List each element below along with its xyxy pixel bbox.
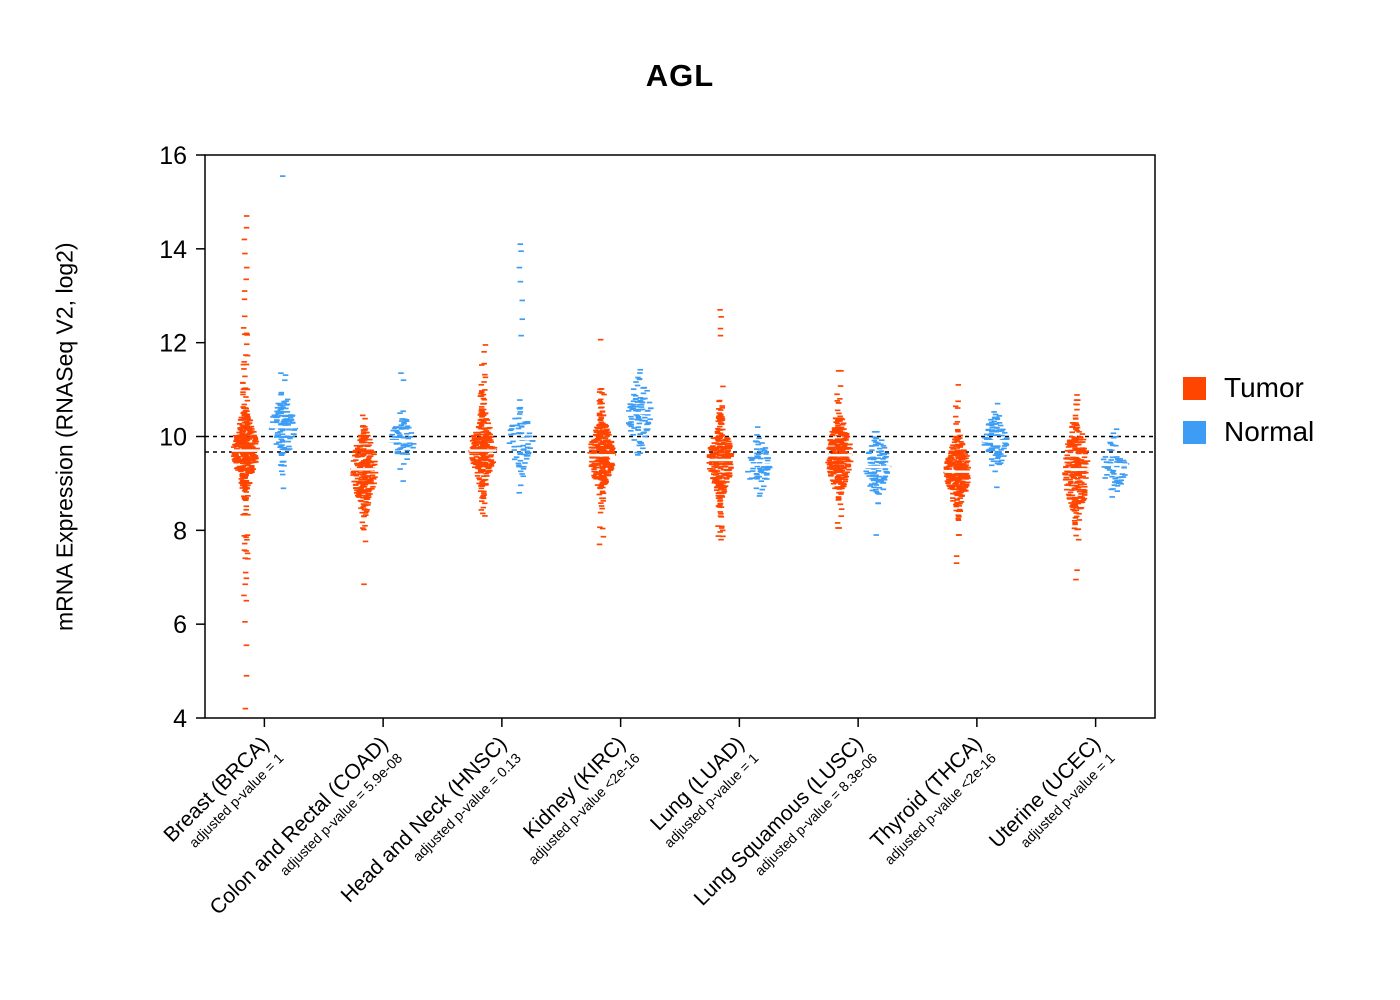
violin-normal-2 (506, 243, 536, 494)
data-layer (230, 175, 1130, 710)
violin-tumor-6 (943, 384, 972, 565)
violin-tumor-0 (230, 215, 260, 710)
violin-normal-6 (981, 402, 1010, 489)
legend-item-tumor: Tumor (1183, 372, 1314, 404)
chart-title: AGL (645, 58, 715, 93)
violin-normal-7 (1100, 428, 1130, 498)
legend: Tumor Normal (1183, 372, 1314, 460)
violin-tumor-5 (825, 369, 854, 529)
legend-item-normal: Normal (1183, 416, 1314, 448)
y-tick-label: 8 (173, 517, 187, 545)
legend-label-normal: Normal (1224, 416, 1315, 447)
y-tick-label: 4 (173, 705, 187, 733)
violin-normal-4 (744, 426, 773, 497)
tumor-swatch-icon (1183, 376, 1206, 400)
violin-normal-5 (863, 430, 892, 536)
y-tick-label: 10 (159, 424, 187, 452)
violin-normal-3 (626, 368, 654, 456)
violin-tumor-2 (468, 344, 498, 517)
violin-tumor-4 (706, 308, 735, 541)
violin-tumor-1 (350, 414, 379, 586)
normal-swatch-icon (1183, 420, 1206, 444)
y-tick-label: 6 (173, 611, 187, 639)
category-label: Uterine (UCEC) (985, 732, 1105, 852)
y-tick-label: 14 (159, 236, 187, 264)
violin-normal-1 (388, 372, 417, 482)
violin-normal-0 (268, 175, 299, 490)
y-tick-label: 16 (159, 142, 187, 170)
violin-tumor-3 (587, 338, 617, 546)
violin-tumor-7 (1062, 394, 1091, 581)
y-tick-label: 12 (159, 330, 187, 358)
y-axis-title: mRNA Expression (RNASeq V2, log2) (51, 242, 78, 631)
legend-label-tumor: Tumor (1224, 372, 1304, 403)
category-label: Thyroid (THCA) (866, 732, 986, 852)
